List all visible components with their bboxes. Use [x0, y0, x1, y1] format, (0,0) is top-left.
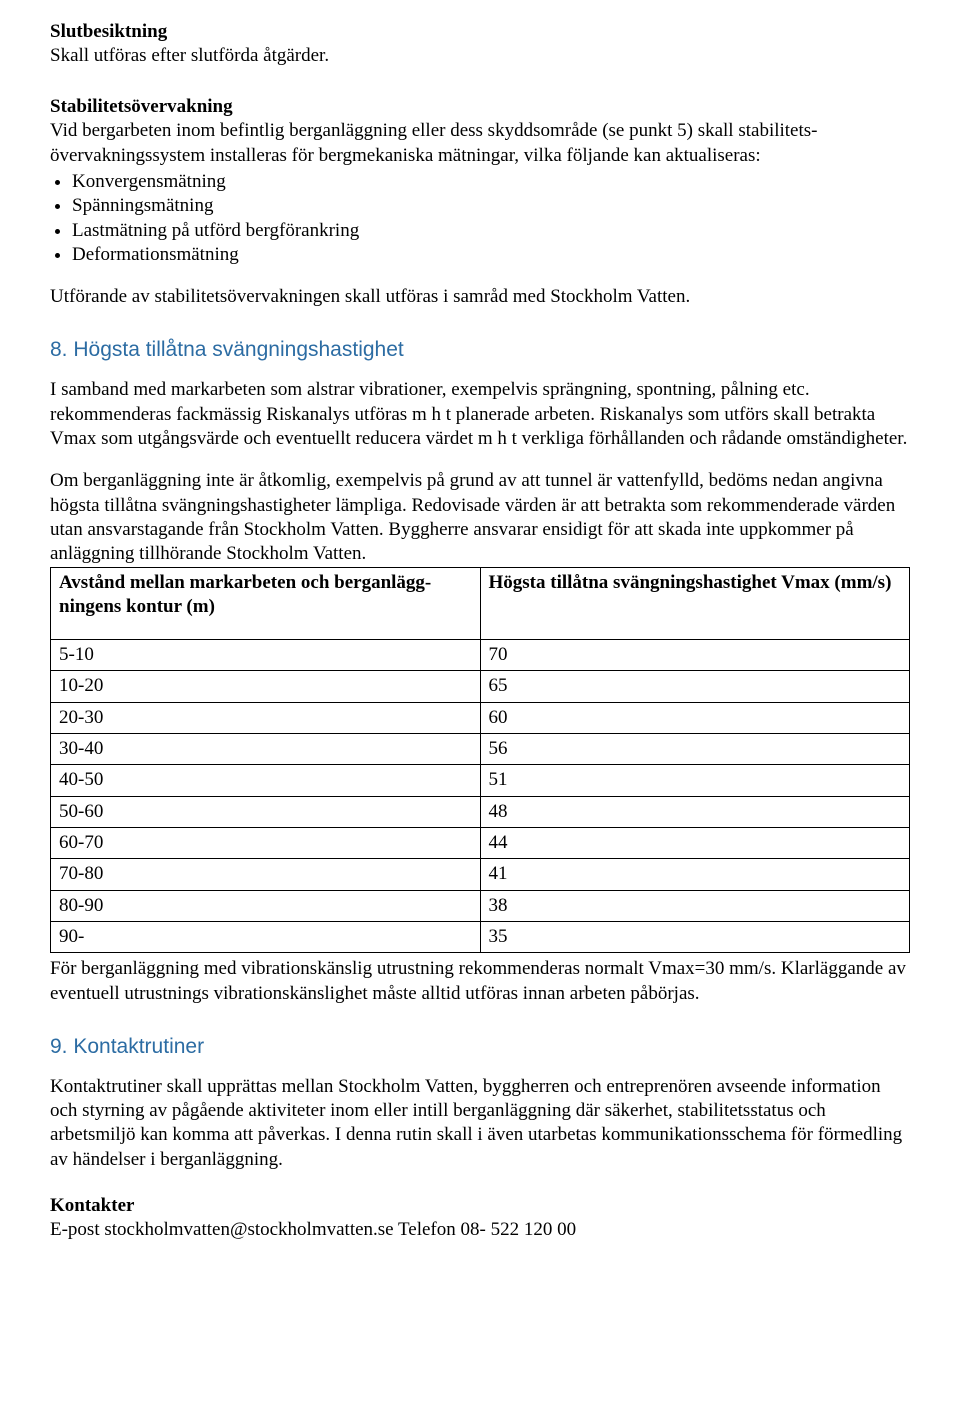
stabilitets-block: Stabilitetsövervakning Vid bergarbeten i…	[50, 95, 910, 168]
table-row: 20-3060	[51, 702, 910, 733]
table-row: 40-5051	[51, 765, 910, 796]
table-cell: 48	[480, 796, 910, 827]
table-cell: 60	[480, 702, 910, 733]
bullet-item: Spänningsmätning	[72, 194, 910, 218]
table-row: 60-7044	[51, 828, 910, 859]
vibration-table: Avstånd mellan markarbeten och berganläg…	[50, 567, 910, 954]
section-8-p2: Om berganläggning inte är åtkomlig, exem…	[50, 469, 910, 566]
contacts-heading: Kontakter	[50, 1194, 910, 1218]
table-row: 5-1070	[51, 640, 910, 671]
table-cell: 20-30	[51, 702, 481, 733]
table-cell: 44	[480, 828, 910, 859]
table-cell: 38	[480, 890, 910, 921]
table-col2-header: Högsta tillåtna svängningshastighet Vmax…	[480, 567, 910, 640]
table-cell: 70-80	[51, 859, 481, 890]
table-cell: 50-60	[51, 796, 481, 827]
slutbesiktning-body: Skall utföras efter slutförda åtgärder.	[50, 45, 329, 66]
table-cell: 5-10	[51, 640, 481, 671]
table-cell: 30-40	[51, 734, 481, 765]
section-8-p1: I samband med markarbeten som alstrar vi…	[50, 378, 910, 451]
table-cell: 10-20	[51, 671, 481, 702]
table-cell: 60-70	[51, 828, 481, 859]
table-row: 30-4056	[51, 734, 910, 765]
section-9-heading: 9. Kontaktrutiner	[50, 1034, 910, 1061]
stabilitets-intro: Vid bergarbeten inom befintlig berganläg…	[50, 120, 818, 165]
slutbesiktning-heading: Slutbesiktning	[50, 21, 167, 42]
section-9-p1: Kontaktrutiner skall upprättas mellan St…	[50, 1075, 910, 1172]
table-row: 80-9038	[51, 890, 910, 921]
bullet-item: Lastmätning på utförd bergförankring	[72, 219, 910, 243]
stabilitets-bullets: Konvergensmätning Spänningsmätning Lastm…	[50, 170, 910, 267]
table-cell: 80-90	[51, 890, 481, 921]
bullet-item: Deformationsmätning	[72, 243, 910, 267]
table-cell: 56	[480, 734, 910, 765]
table-col1-header: Avstånd mellan markarbeten och berganläg…	[51, 567, 481, 640]
table-header-row: Avstånd mellan markarbeten och berganläg…	[51, 567, 910, 640]
table-cell: 70	[480, 640, 910, 671]
bullet-item: Konvergensmätning	[72, 170, 910, 194]
contacts-line: E-post stockholmvatten@stockholmvatten.s…	[50, 1218, 910, 1242]
table-cell: 51	[480, 765, 910, 796]
table-cell: 41	[480, 859, 910, 890]
slutbesiktning-block: Slutbesiktning Skall utföras efter slutf…	[50, 20, 910, 69]
stabilitets-heading: Stabilitetsövervakning	[50, 96, 233, 117]
table-row: 70-8041	[51, 859, 910, 890]
section-8-p3: För berganläggning med vibrationskänslig…	[50, 957, 910, 1006]
section-8-heading: 8. Högsta tillåtna svängningshastighet	[50, 337, 910, 364]
table-row: 50-6048	[51, 796, 910, 827]
table-row: 90-35	[51, 921, 910, 952]
stabilitets-outro: Utförande av stabilitetsövervakningen sk…	[50, 285, 910, 309]
table-cell: 40-50	[51, 765, 481, 796]
table-cell: 65	[480, 671, 910, 702]
table-cell: 90-	[51, 921, 481, 952]
table-cell: 35	[480, 921, 910, 952]
table-row: 10-2065	[51, 671, 910, 702]
